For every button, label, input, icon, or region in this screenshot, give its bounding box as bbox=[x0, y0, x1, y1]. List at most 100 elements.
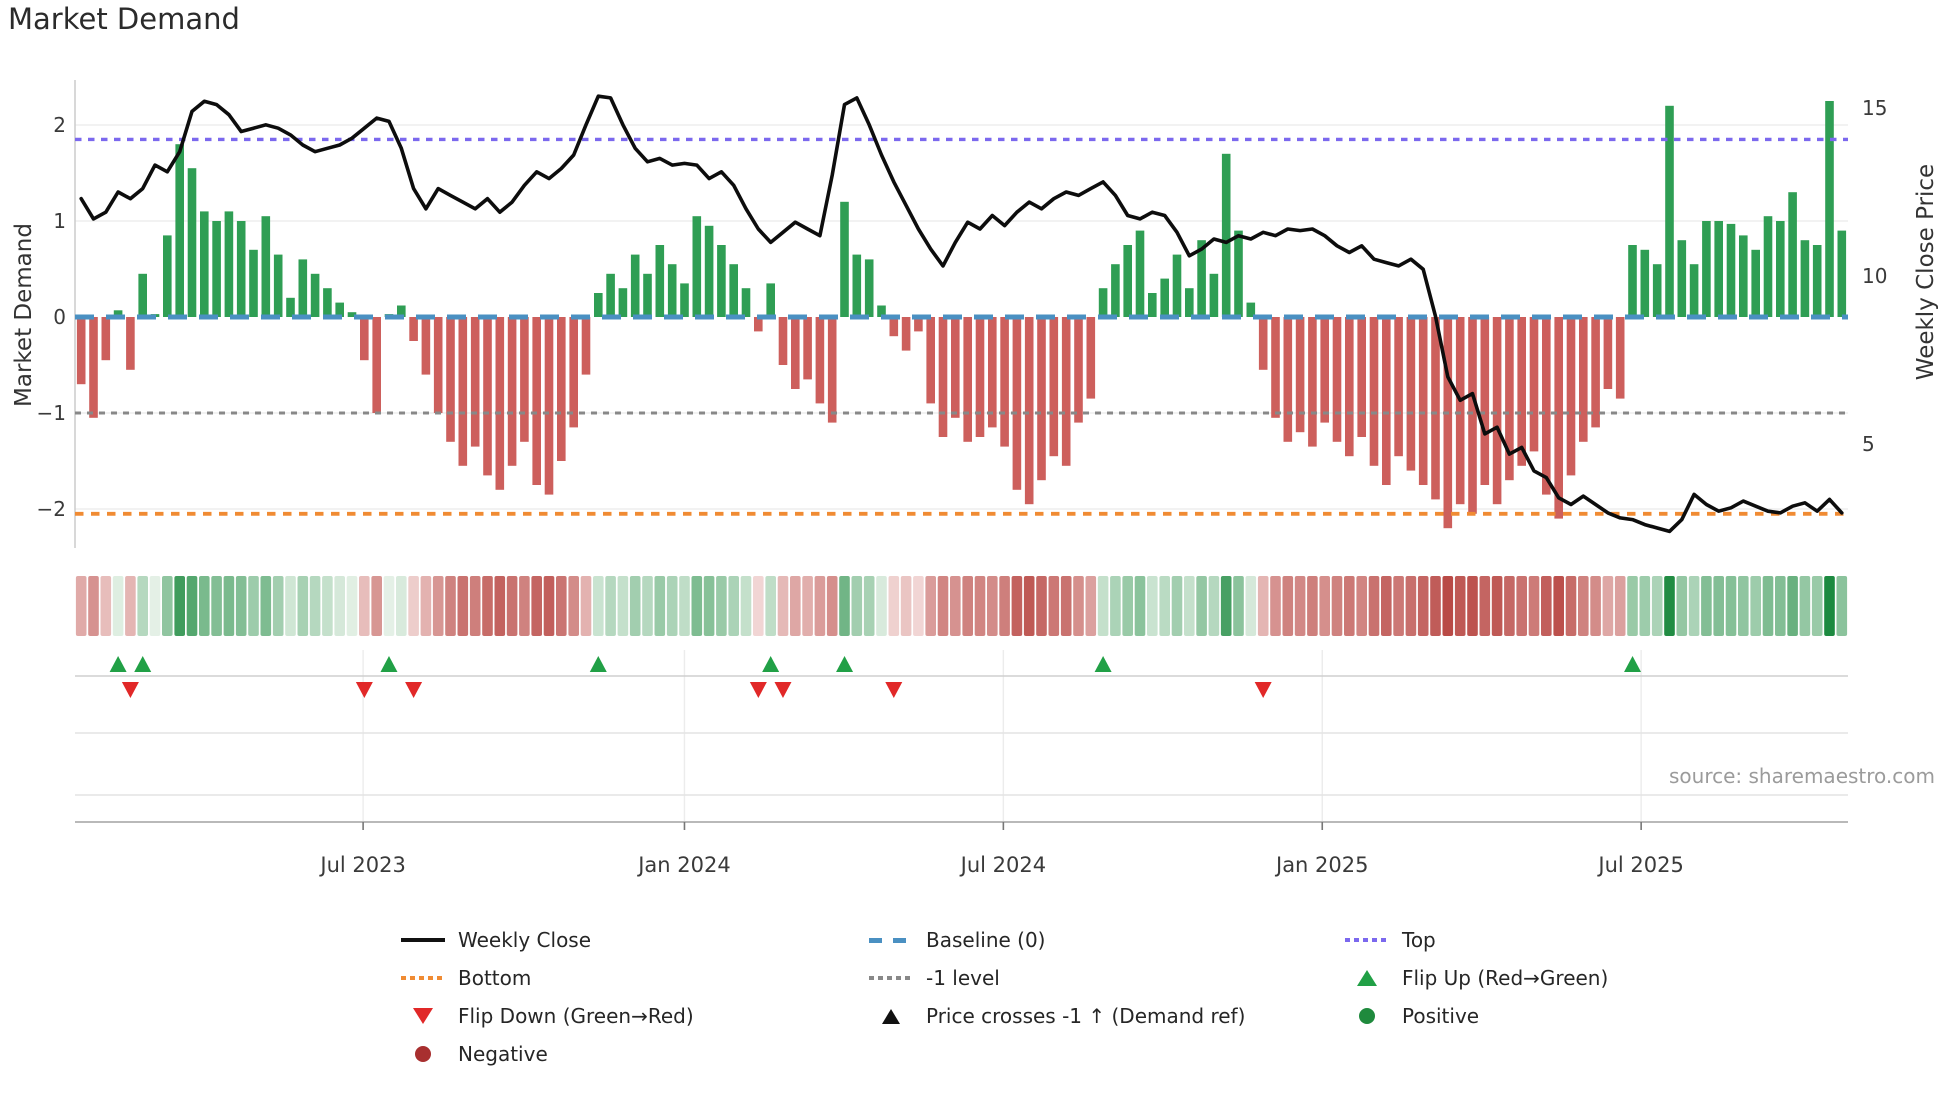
heatmap-cell bbox=[383, 576, 395, 636]
demand-bar bbox=[766, 283, 775, 317]
legend-label: Price crosses -1 ↑ (Demand ref) bbox=[926, 1004, 1246, 1028]
demand-bar bbox=[397, 305, 406, 317]
heatmap-strip bbox=[75, 576, 1848, 636]
legend-label: Bottom bbox=[458, 966, 532, 990]
flip-up-marker bbox=[134, 656, 152, 672]
heatmap-cell bbox=[432, 576, 444, 636]
heatmap-cell bbox=[297, 576, 309, 636]
demand-bar bbox=[581, 317, 591, 375]
flip-down-triangle-icon bbox=[413, 1008, 433, 1024]
heatmap-cell bbox=[1799, 576, 1811, 636]
heatmap-cell bbox=[950, 576, 961, 636]
heatmap-cell bbox=[580, 576, 592, 636]
demand-bar bbox=[864, 259, 874, 317]
heatmap-cell bbox=[1713, 576, 1724, 636]
demand-bar bbox=[643, 273, 652, 317]
heatmap-cell bbox=[1762, 576, 1774, 636]
heatmap-cell bbox=[543, 576, 555, 636]
heatmap-cell bbox=[1184, 576, 1195, 636]
demand-bar bbox=[286, 297, 295, 317]
legend-item-weekly-close: Weekly Close bbox=[400, 921, 868, 959]
demand-bar bbox=[1788, 192, 1797, 317]
demand-bar bbox=[1492, 317, 1502, 505]
demand-bar bbox=[557, 317, 566, 461]
demand-bar bbox=[335, 302, 344, 317]
heatmap-cell bbox=[1282, 576, 1294, 636]
demand-bar bbox=[606, 273, 615, 317]
heatmap-cell bbox=[519, 576, 530, 636]
demand-bar bbox=[1148, 293, 1157, 317]
demand-bar bbox=[914, 317, 923, 332]
demand-bar bbox=[224, 211, 234, 317]
heatmap-cell bbox=[88, 576, 99, 636]
demand-bar bbox=[175, 144, 184, 317]
heatmap-cell bbox=[1060, 576, 1072, 636]
heatmap-cell bbox=[765, 576, 776, 636]
heatmap-cell bbox=[125, 576, 136, 636]
heatmap-cell bbox=[346, 576, 358, 636]
demand-bar bbox=[1714, 221, 1723, 317]
heatmap-cell bbox=[790, 576, 801, 636]
heatmap-cell bbox=[925, 576, 936, 636]
legend-label: Top bbox=[1402, 928, 1436, 952]
demand-bar bbox=[741, 288, 751, 317]
heatmap-cell bbox=[1553, 576, 1564, 636]
heatmap-cell bbox=[814, 576, 826, 636]
heatmap-cell bbox=[162, 576, 173, 636]
heatmap-cell bbox=[1356, 576, 1367, 636]
heatmap-cell bbox=[654, 576, 666, 636]
x-tick-label: Jan 2025 bbox=[1274, 853, 1369, 877]
demand-bar bbox=[1308, 317, 1317, 447]
demand-bar bbox=[298, 259, 308, 317]
legend-item-minus1-level: -1 level bbox=[868, 959, 1344, 997]
chart-legend: Weekly Close Baseline (0) Top Bottom -1 … bbox=[400, 921, 1764, 1073]
heatmap-cell bbox=[1454, 576, 1466, 636]
heatmap-cell bbox=[826, 576, 838, 636]
heatmap-cell bbox=[531, 576, 542, 636]
demand-bar bbox=[1037, 317, 1046, 481]
demand-bar bbox=[951, 317, 960, 418]
demand-bar bbox=[1615, 317, 1625, 399]
heatmap-cell bbox=[420, 576, 432, 636]
demand-bar bbox=[827, 317, 837, 423]
demand-bar bbox=[569, 317, 578, 428]
demand-bar bbox=[1776, 221, 1785, 317]
heatmap-cell bbox=[1578, 576, 1589, 636]
heatmap-cell bbox=[716, 576, 727, 636]
price-cross-triangle-icon bbox=[882, 1008, 900, 1024]
demand-bar bbox=[76, 317, 86, 385]
heatmap-cell bbox=[728, 576, 739, 636]
heatmap-cell bbox=[1393, 576, 1404, 636]
heatmap-cell bbox=[1787, 576, 1798, 636]
heatmap-cell bbox=[469, 576, 481, 636]
legend-label: -1 level bbox=[926, 966, 1000, 990]
demand-bar bbox=[113, 310, 123, 317]
demand-bar bbox=[212, 221, 221, 317]
demand-bar bbox=[138, 273, 147, 317]
heatmap-cell bbox=[1085, 576, 1097, 636]
demand-bars bbox=[76, 101, 1847, 529]
demand-bar bbox=[594, 293, 603, 317]
heatmap-cell bbox=[1036, 576, 1047, 636]
heatmap-cell bbox=[937, 576, 949, 636]
heatmap-cell bbox=[260, 576, 272, 636]
heatmap-cell bbox=[1565, 576, 1577, 636]
demand-bar bbox=[421, 317, 431, 375]
heatmap-cell bbox=[1442, 576, 1454, 636]
heatmap-cell bbox=[913, 576, 924, 636]
legend-label: Negative bbox=[458, 1042, 548, 1066]
demand-bar bbox=[200, 211, 209, 317]
heatmap-cell bbox=[802, 576, 813, 636]
demand-bar bbox=[667, 264, 677, 317]
demand-bar bbox=[1603, 317, 1613, 389]
heatmap-cell bbox=[753, 576, 764, 636]
flip-down-marker bbox=[1254, 682, 1272, 698]
demand-bar bbox=[988, 317, 997, 428]
heatmap-cell bbox=[1245, 576, 1257, 636]
demand-bar bbox=[261, 216, 271, 317]
heatmap-cell bbox=[137, 576, 148, 636]
demand-bar bbox=[409, 317, 418, 341]
legend-item-positive: Positive bbox=[1344, 997, 1764, 1035]
positive-circle-icon bbox=[1359, 1008, 1375, 1024]
demand-bar bbox=[126, 317, 135, 370]
